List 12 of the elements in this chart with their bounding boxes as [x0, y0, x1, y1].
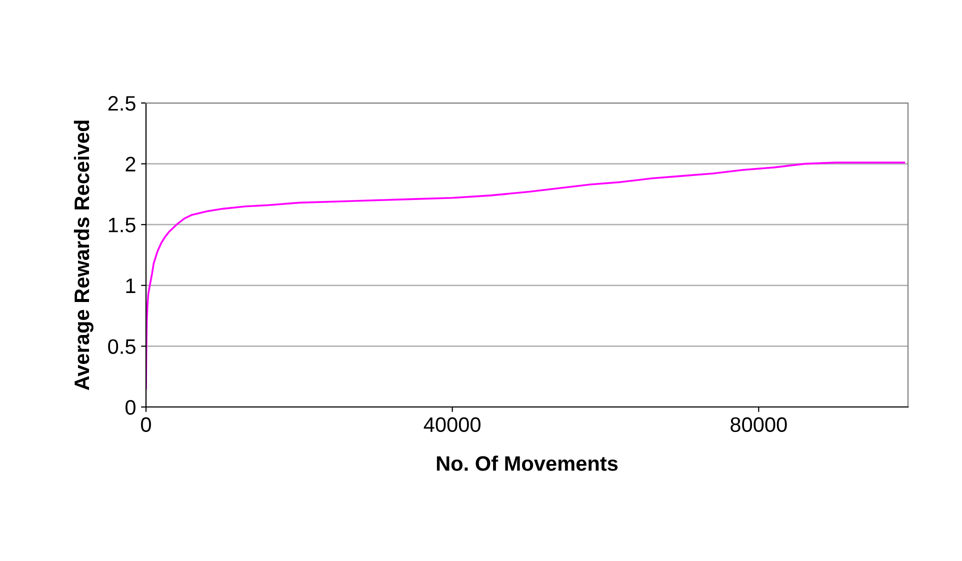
- x-tick-label: 80000: [730, 417, 787, 432]
- y-tick-label: 0: [126, 400, 136, 415]
- x-tick-label: 40000: [424, 417, 480, 432]
- x-axis-title: No. Of Movements: [436, 456, 618, 471]
- line-series: [146, 162, 906, 390]
- y-axis-title: Average Rewards Received: [74, 120, 94, 390]
- y-tick-label: 1.5: [108, 218, 136, 232]
- y-tick-label: 1: [126, 278, 136, 293]
- x-tick-label: 0: [141, 417, 151, 432]
- y-tick-label: 2.5: [108, 96, 136, 111]
- y-tick-label: 0.5: [108, 339, 136, 354]
- y-tick-label: 2: [126, 156, 136, 172]
